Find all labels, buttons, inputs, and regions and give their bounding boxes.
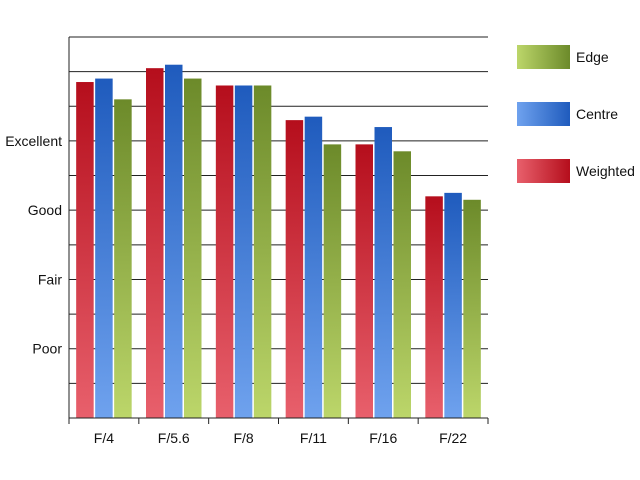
bar-weighted-f-8 bbox=[215, 85, 234, 418]
y-tick-label: Good bbox=[28, 202, 62, 218]
bar-edge-f-8 bbox=[253, 85, 272, 418]
bar-centre-f-16 bbox=[374, 127, 392, 419]
x-tick-label: F/8 bbox=[233, 430, 253, 446]
bar-centre-f-11 bbox=[304, 116, 323, 418]
legend-label-weighted: Weighted bbox=[576, 163, 635, 179]
bar-centre-f-22 bbox=[444, 192, 462, 418]
bar-edge-f-22 bbox=[463, 199, 481, 418]
legend: Edge Centre Weighted bbox=[517, 45, 635, 183]
axes bbox=[68, 37, 489, 424]
bar-edge-f-16 bbox=[393, 151, 411, 419]
bar-centre-f-5-6 bbox=[165, 64, 183, 418]
gridlines bbox=[69, 36, 488, 384]
y-tick-label: Poor bbox=[32, 341, 62, 357]
bar-edge-f-5-6 bbox=[184, 78, 202, 419]
x-tick-label: F/5.6 bbox=[158, 430, 190, 446]
bar-weighted-f-16 bbox=[355, 144, 373, 418]
x-tick-label: F/16 bbox=[369, 430, 397, 446]
bar-centre-f-8 bbox=[234, 85, 253, 418]
x-tick-label: F/4 bbox=[94, 430, 114, 446]
y-tick-label: Excellent bbox=[5, 133, 62, 149]
x-tick-label: F/11 bbox=[300, 430, 327, 446]
bar-edge-f-11 bbox=[323, 144, 342, 418]
tick-labels: F/4 F/5.6 F/8 F/11 F/16 F/22 Poor Fair Good Excel… bbox=[5, 133, 467, 446]
bar-weighted-f-11 bbox=[285, 120, 304, 419]
bar-weighted-f-22 bbox=[425, 196, 443, 418]
y-tick-label: Fair bbox=[38, 271, 62, 287]
bar-edge-f-4 bbox=[114, 99, 132, 418]
legend-swatch-weighted bbox=[517, 159, 570, 183]
legend-label-edge: Edge bbox=[576, 49, 609, 65]
bar-weighted-f-5-6 bbox=[146, 68, 164, 418]
bar-weighted-f-4 bbox=[76, 82, 94, 418]
x-tick-label: F/22 bbox=[439, 430, 467, 446]
bar-centre-f-4 bbox=[95, 78, 113, 419]
bars bbox=[76, 64, 481, 419]
legend-swatch-centre bbox=[517, 102, 570, 126]
legend-swatch-edge bbox=[517, 45, 570, 69]
legend-label-centre: Centre bbox=[576, 106, 618, 122]
